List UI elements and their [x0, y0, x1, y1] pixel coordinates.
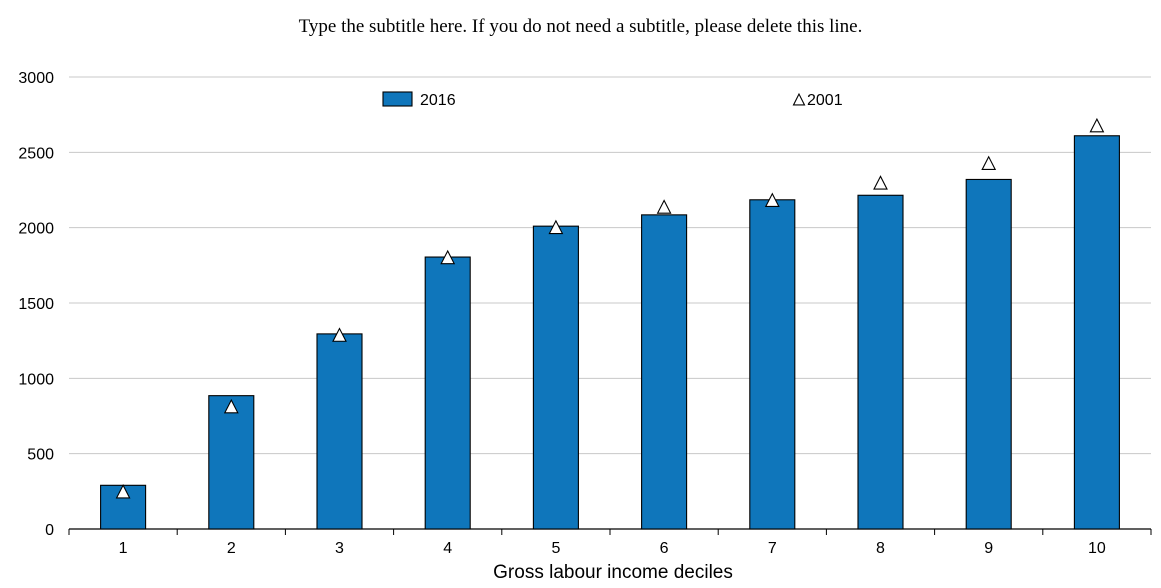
y-tick-label: 2000: [18, 221, 54, 238]
bar: [965, 178, 1012, 530]
bar: [208, 395, 255, 530]
triangle-marker: [873, 175, 888, 190]
legend-label-2001: 2001: [807, 92, 843, 109]
chart-subtitle: Type the subtitle here. If you do not ne…: [298, 16, 863, 37]
x-axis-title: Gross labour income deciles: [493, 562, 733, 583]
y-tick-label: 3000: [18, 70, 54, 87]
triangle-marker: [548, 219, 564, 235]
bar: [424, 256, 471, 530]
triangle-marker: [981, 155, 997, 171]
triangle-marker: [1089, 117, 1105, 133]
y-tick-label: 1000: [18, 371, 54, 388]
legend-swatch-2016: [382, 91, 413, 107]
legend-swatch-2001: [792, 92, 806, 106]
x-tick-label: 6: [660, 540, 669, 557]
triangle-marker: [440, 249, 456, 265]
triangle-marker: [332, 327, 347, 342]
triangle-marker: [223, 398, 239, 414]
triangle-marker: [764, 192, 780, 207]
x-tick-label: 3: [335, 540, 344, 557]
triangle-marker: [656, 199, 672, 214]
x-tick-label: 8: [876, 540, 885, 557]
y-tick-label: 500: [27, 447, 54, 464]
bar: [316, 333, 363, 530]
legend-label-2016: 2016: [420, 92, 456, 109]
x-tick-label: 5: [551, 540, 560, 557]
y-tick-label: 1500: [18, 296, 54, 313]
bar: [641, 214, 688, 530]
y-tick-label: 2500: [18, 145, 54, 162]
x-tick-label: 9: [984, 540, 993, 557]
x-tick-label: 1: [119, 540, 128, 557]
x-tick-label: 2: [227, 540, 236, 557]
bar: [1073, 135, 1120, 530]
x-tick-label: 4: [443, 540, 452, 557]
x-tick-label: 7: [768, 540, 777, 557]
y-tick-label: 0: [45, 522, 54, 539]
bar: [857, 194, 904, 530]
bar: [749, 199, 796, 530]
triangle-marker: [115, 484, 131, 499]
bar: [532, 225, 579, 530]
x-tick-label: 10: [1088, 540, 1106, 557]
